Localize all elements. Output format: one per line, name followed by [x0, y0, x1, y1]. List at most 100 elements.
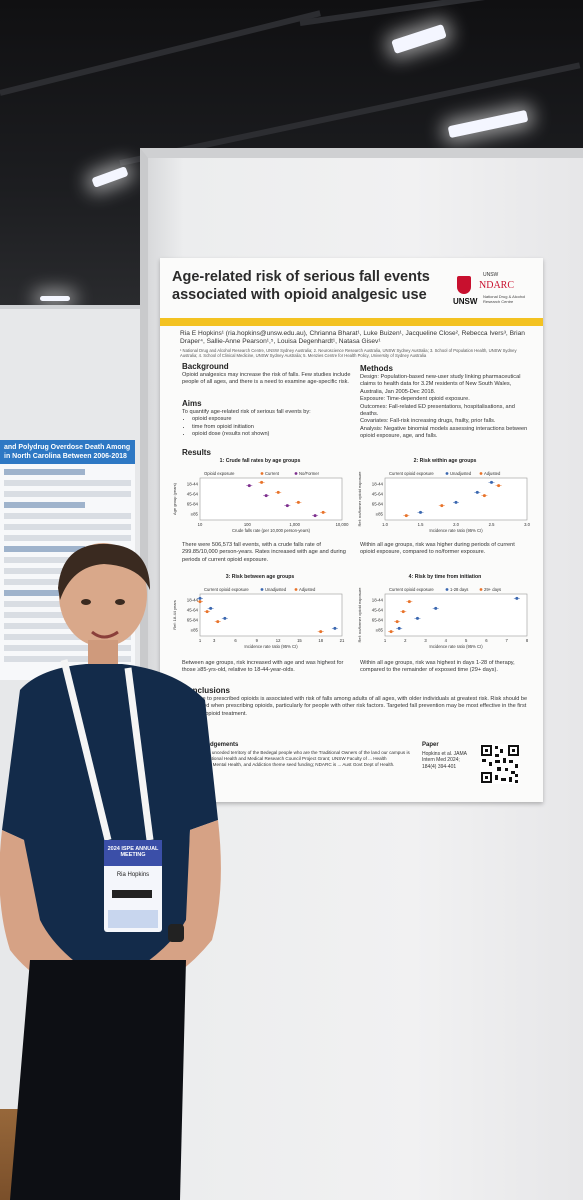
data-point	[490, 480, 493, 484]
x-tick-label: 1,000	[289, 522, 300, 527]
legend-marker	[260, 472, 264, 475]
legend-title: Current opioid exposure	[389, 471, 434, 476]
chart-svg: Opioid exposure Current No/Former 18-44 45-6…	[172, 471, 349, 533]
background-text: Opioid analgesics may increase the risk …	[182, 372, 351, 386]
data-point	[319, 630, 323, 634]
legend-label: Adjusted	[299, 587, 316, 592]
ceiling-beam	[0, 10, 321, 96]
legend-title: Current opioid exposure	[389, 587, 434, 592]
x-tick-label: 10,000	[336, 522, 349, 527]
conclusions-heading: Conclusions	[182, 686, 231, 695]
data-point	[395, 620, 399, 624]
chart-svg: Current opioid exposure 1-28 days 29+ days…	[357, 587, 529, 649]
data-point	[285, 504, 289, 508]
data-point	[276, 490, 280, 494]
badge-event-text: 2024 ISPE ANNUAL MEETING	[107, 846, 159, 858]
data-point	[419, 510, 422, 514]
ceiling-light	[91, 166, 129, 188]
data-point	[407, 600, 411, 604]
legend-marker	[479, 472, 483, 475]
ceiling-light	[391, 23, 447, 55]
x-tick-label: 2.0	[453, 522, 459, 527]
y-tick-label: 18-44	[187, 482, 199, 487]
data-point	[482, 494, 486, 498]
chart-crude-fall-rates: Opioid exposure Current No/Former 18-44 45-6…	[170, 466, 350, 538]
legend-marker	[294, 472, 298, 475]
y-axis-label: Ref: 18-44 years	[172, 600, 177, 630]
aims-text: To quantify age-related risk of serious …	[182, 409, 311, 415]
legend-label: Adjusted	[484, 471, 501, 476]
legend-marker	[260, 588, 264, 591]
y-tick-label: 45-64	[372, 492, 384, 497]
data-point	[397, 626, 401, 630]
poster-affiliations: ¹ National Drug and Alcohol Research Cen…	[180, 348, 517, 358]
aims-item: opioid exposure	[192, 416, 352, 423]
data-point	[223, 616, 227, 620]
data-point	[475, 490, 479, 494]
poster-title: Age-related risk of serious fall events …	[172, 269, 430, 303]
x-tick-label: 7	[506, 638, 509, 643]
data-point	[389, 630, 393, 634]
data-point	[415, 616, 419, 620]
x-tick-label: 2.5	[489, 522, 495, 527]
title-accent-bar	[160, 318, 543, 326]
research-poster: Age-related risk of serious fall events …	[160, 258, 543, 802]
legend-label: Current	[265, 471, 280, 476]
y-tick-label: ≥85	[376, 628, 384, 633]
legend-label: 29+ days	[484, 587, 501, 592]
x-tick-label: 1.5	[418, 522, 424, 527]
chart-risk-within-age: Current opioid exposure Unadjusted Adjuste…	[355, 466, 535, 538]
y-tick-label: 65-84	[372, 502, 384, 507]
y-tick-label: 18-44	[187, 598, 199, 603]
data-point	[209, 606, 213, 610]
aims-item: time from opioid initiation	[192, 424, 352, 431]
legend-marker	[445, 472, 449, 475]
y-tick-label: 45-64	[187, 608, 199, 613]
chart-svg: Current opioid exposure Unadjusted Adjuste…	[172, 587, 345, 649]
chart-2-title: 2: Risk within age groups	[413, 458, 477, 464]
legend-marker	[294, 588, 298, 591]
legend-title: Current opioid exposure	[204, 587, 249, 592]
plot-area	[199, 593, 343, 637]
conclusions-text: Exposure to prescribed opioids is associ…	[182, 696, 528, 717]
data-point	[247, 484, 251, 488]
x-tick-label: 8	[526, 638, 529, 643]
y-tick-label: 65-84	[187, 618, 199, 623]
legend-label: No/Former	[299, 471, 320, 476]
x-tick-label: 5	[465, 638, 468, 643]
x-axis-label: Incidence rate ratio (95% CI)	[429, 644, 483, 649]
y-tick-label: ≥85	[376, 512, 384, 517]
data-point	[401, 610, 405, 614]
data-point	[440, 504, 444, 508]
y-tick-label: 65-84	[372, 618, 384, 623]
data-point	[404, 514, 408, 518]
y-axis-label: Ref: no/former opioid exposure	[357, 587, 362, 643]
chart-svg: Current opioid exposure Unadjusted Adjuste…	[357, 471, 531, 533]
data-point	[198, 600, 202, 604]
legend-label: Unadjusted	[450, 471, 472, 476]
aims-block: To quantify age-related risk of serious …	[182, 409, 352, 439]
y-tick-label: 18-44	[372, 482, 384, 487]
ceiling-light	[40, 296, 70, 301]
data-point	[205, 610, 209, 614]
x-tick-label: 3	[213, 638, 216, 643]
data-point	[313, 514, 317, 518]
y-tick-label: ≥85	[191, 512, 199, 517]
legend-marker	[445, 588, 449, 591]
x-tick-label: 12	[276, 638, 281, 643]
result-text-3: Between age groups, risk increased with …	[182, 660, 344, 674]
x-tick-label: 1	[199, 638, 202, 643]
x-tick-label: 10	[198, 522, 203, 527]
x-tick-label: 6	[485, 638, 488, 643]
x-tick-label: 4	[445, 638, 448, 643]
paper-citation: Hopkins et al. JAMA Intern Med 2024; 184…	[422, 751, 467, 770]
unsw-shield-icon	[457, 276, 471, 294]
qr-code-icon[interactable]	[480, 744, 520, 784]
y-axis-label: Ref: no/former opioid exposure	[357, 471, 362, 527]
result-text-1: There were 506,573 fall events, with a c…	[182, 542, 346, 563]
plot-area	[384, 593, 528, 637]
x-tick-label: 9	[256, 638, 259, 643]
paper-heading: Paper	[422, 742, 439, 748]
x-tick-label: 3	[424, 638, 427, 643]
